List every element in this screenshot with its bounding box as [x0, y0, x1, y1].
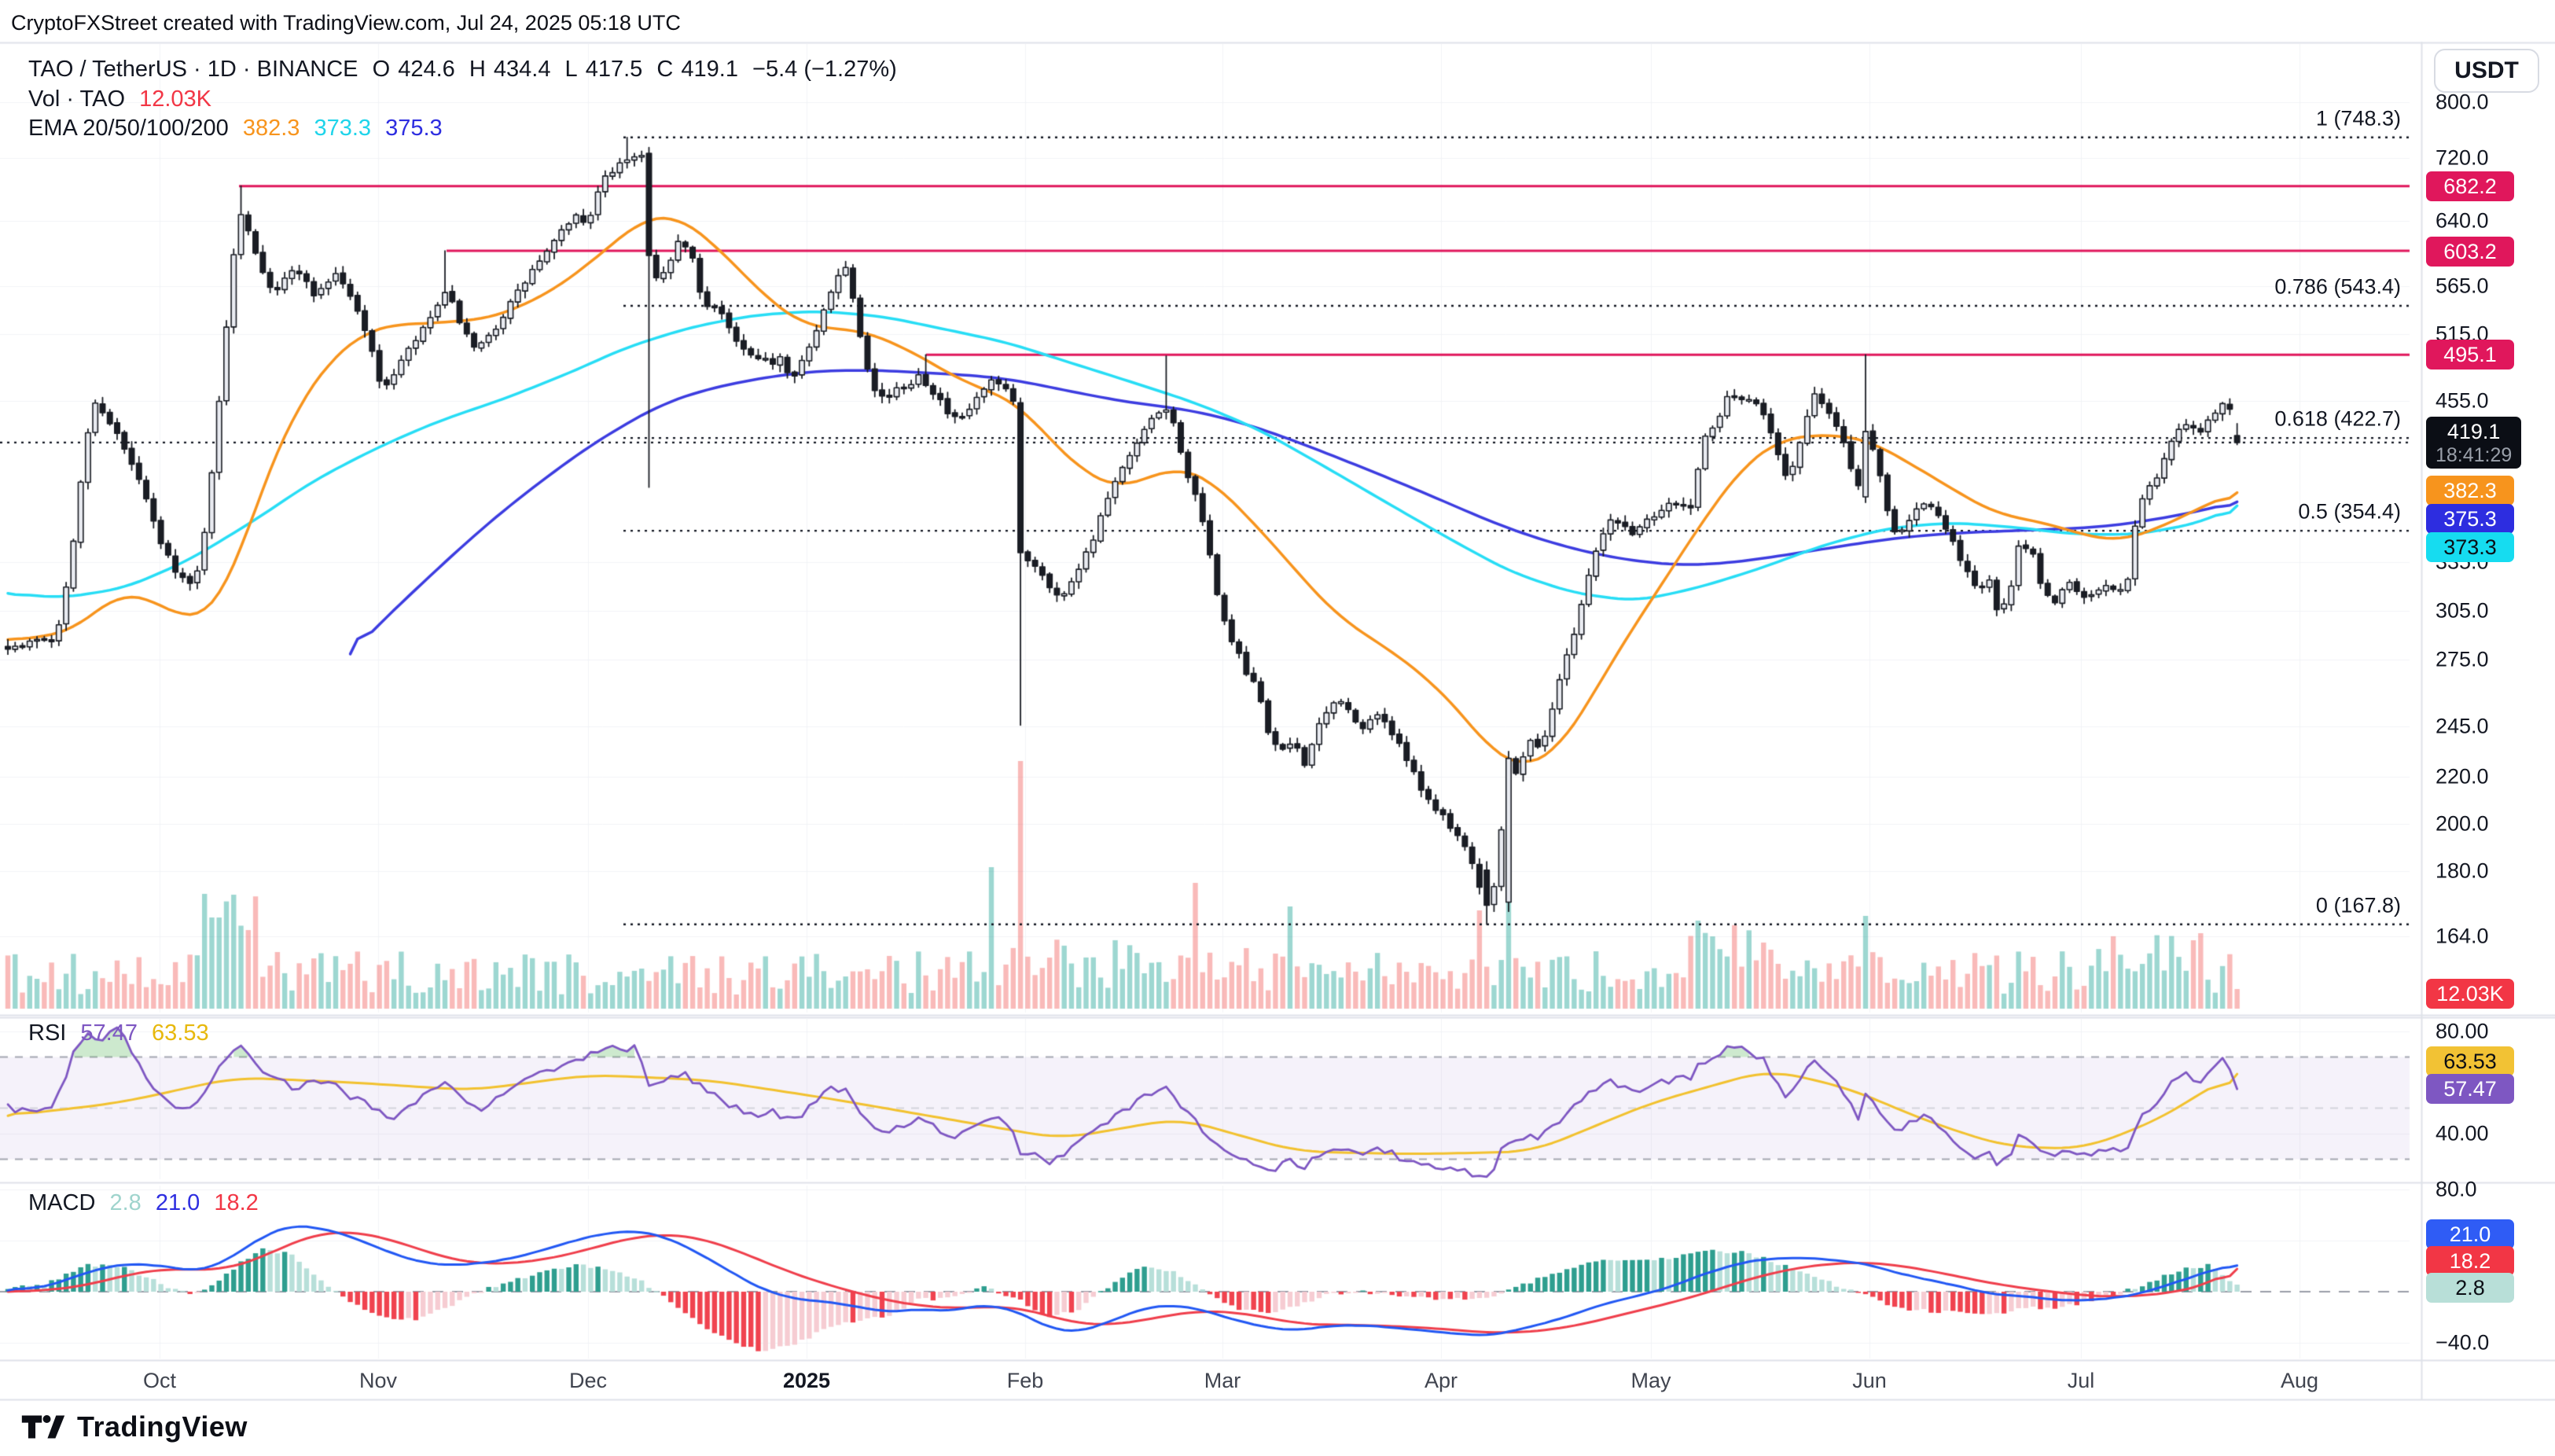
rsi-tick: 40.00 [2436, 1121, 2489, 1145]
symbol-legend[interactable]: TAO / TetherUS · 1D · BINANCE O 424.6 H … [28, 57, 905, 83]
month-label: May [1630, 1369, 1671, 1392]
macd-tick: 80.0 [2436, 1177, 2477, 1201]
rsi-label: RSI [28, 1020, 67, 1046]
header-credit: CryptoFXStreet created with TradingView.… [11, 11, 681, 35]
price-tick: 640.0 [2436, 208, 2489, 233]
price-tick: 455.0 [2436, 388, 2489, 413]
change-value: −5.4 (−1.27%) [752, 57, 897, 82]
close-label: C [656, 57, 674, 82]
axis-badge: 18.2 [2426, 1246, 2514, 1276]
ema100-value: 375.3 [385, 116, 443, 141]
month-label: Apr [1424, 1369, 1458, 1392]
price-tick: 275.0 [2436, 647, 2489, 671]
month-label: Aug [2280, 1369, 2319, 1392]
price-tick: 305.0 [2436, 598, 2489, 623]
high-label: H [469, 57, 486, 82]
fib-label: 0 (167.8) [2315, 893, 2401, 917]
axis-badge: 382.3 [2426, 476, 2514, 506]
ema-label: EMA 20/50/100/200 [28, 116, 229, 141]
rsi-value: 57.47 [80, 1020, 138, 1046]
macd-legend[interactable]: MACD 2.8 21.0 18.2 [28, 1190, 267, 1216]
brand-text: TradingView [77, 1410, 248, 1443]
price-tick: 800.0 [2436, 90, 2489, 114]
macd-hist-value: 2.8 [109, 1190, 142, 1215]
macd-label: MACD [28, 1190, 96, 1215]
macd-tick: −40.0 [2436, 1330, 2490, 1355]
axis-badge: 12.03K [2426, 979, 2514, 1009]
tradingview-icon [21, 1415, 65, 1439]
open-label: O [372, 57, 391, 82]
axis-badge: 373.3 [2426, 532, 2514, 562]
month-label: Jun [1852, 1369, 1887, 1392]
price-tick: 565.0 [2436, 274, 2489, 298]
price-tick: 164.0 [2436, 924, 2489, 948]
rsi-tick: 80.00 [2436, 1019, 2489, 1043]
price-tick: 720.0 [2436, 145, 2489, 170]
footer-brand[interactable]: TradingView [20, 1410, 248, 1443]
price-tick: 180.0 [2436, 859, 2489, 883]
open-value: 424.6 [398, 57, 455, 82]
currency-toggle-button[interactable]: USDT [2434, 49, 2539, 93]
month-label: Oct [142, 1369, 177, 1392]
low-value: 417.5 [585, 57, 643, 82]
axis-badge: 682.2 [2426, 171, 2514, 201]
volume-value: 12.03K [139, 86, 212, 112]
ema20-value: 382.3 [242, 116, 300, 141]
rsi-legend[interactable]: RSI 57.47 63.53 [28, 1020, 217, 1046]
price-tick: 245.0 [2436, 714, 2489, 738]
high-value: 434.4 [493, 57, 551, 82]
axis-badge: 375.3 [2426, 504, 2514, 534]
ema-legend[interactable]: EMA 20/50/100/200 382.3 373.3 375.3 [28, 116, 450, 142]
axis-badge: 63.53 [2426, 1046, 2514, 1076]
month-label: Feb [1006, 1369, 1044, 1392]
axis-badge: 419.1 18:41:29 [2426, 417, 2522, 469]
axis-badge: 21.0 [2426, 1219, 2514, 1249]
fib-label: 0.786 (543.4) [2274, 274, 2401, 299]
ema50-value: 373.3 [314, 116, 372, 141]
month-label: Jul [2067, 1369, 2095, 1392]
axis-badge: 2.8 [2426, 1273, 2514, 1303]
macd-signal-value: 18.2 [214, 1190, 259, 1215]
axis-badge: 495.1 [2426, 340, 2514, 370]
fib-label: 1 (748.3) [2315, 106, 2401, 131]
axis-badge: 603.2 [2426, 237, 2514, 267]
month-label: Dec [568, 1369, 608, 1392]
fib-label: 0.618 (422.7) [2274, 406, 2401, 431]
volume-label: Vol · TAO [28, 86, 126, 112]
month-label: Mar [1204, 1369, 1241, 1392]
symbol-title: TAO / TetherUS · 1D · BINANCE [28, 57, 358, 82]
month-label: Nov [358, 1369, 398, 1392]
axis-badge: 57.47 [2426, 1074, 2514, 1104]
price-tick: 220.0 [2436, 764, 2489, 789]
price-tick: 200.0 [2436, 811, 2489, 836]
rsi-ma-value: 63.53 [152, 1020, 209, 1046]
low-label: L [564, 57, 578, 82]
close-value: 419.1 [681, 57, 738, 82]
fib-label: 0.5 (354.4) [2298, 499, 2401, 524]
month-label: 2025 [782, 1369, 831, 1392]
volume-legend[interactable]: Vol · TAO 12.03K [28, 86, 219, 112]
macd-line-value: 21.0 [155, 1190, 200, 1215]
